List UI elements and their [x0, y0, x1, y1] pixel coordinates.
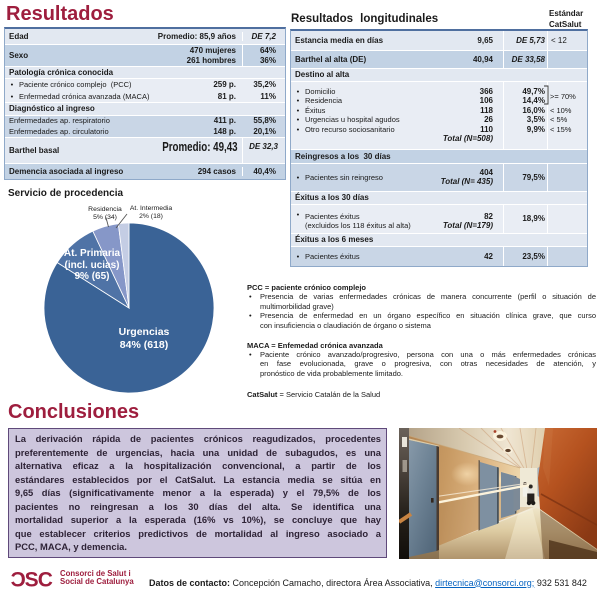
svg-text:C: C	[11, 569, 26, 590]
svg-text:S: S	[25, 569, 39, 590]
svg-text:C: C	[38, 569, 53, 590]
